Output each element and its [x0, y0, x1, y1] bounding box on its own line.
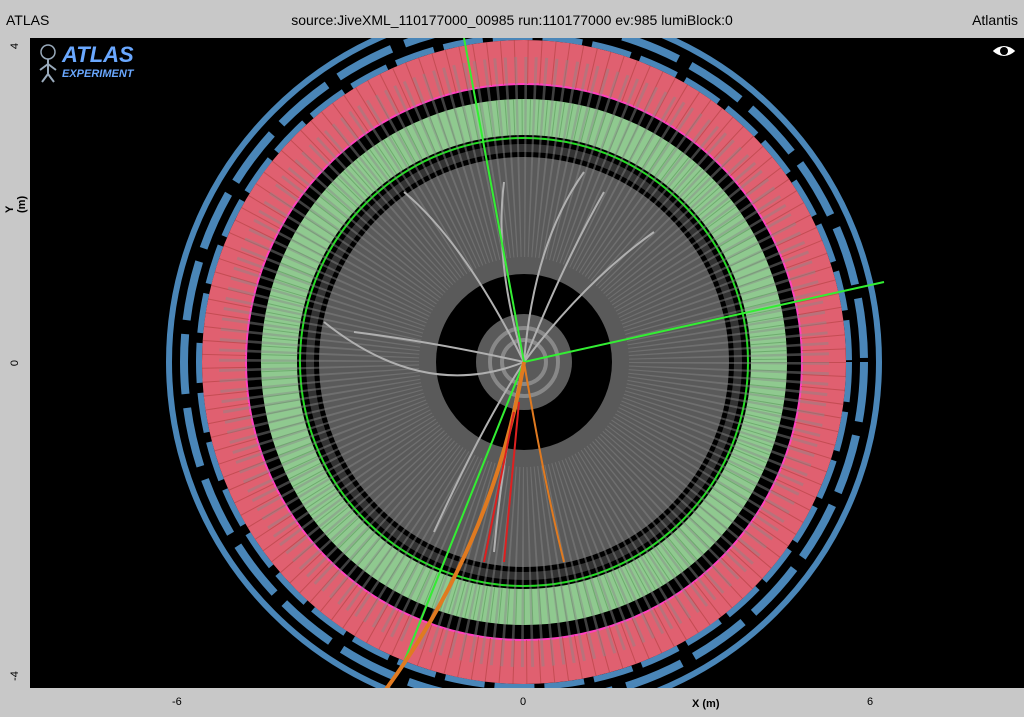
track — [523, 171, 585, 363]
event-info: source:JiveXML_110177000_00985 run:11017… — [291, 12, 733, 28]
solenoid — [306, 144, 742, 580]
program-name: Atlantis — [972, 12, 1018, 28]
muon-outer-ring — [166, 38, 882, 688]
x-tick-zero: 0 — [520, 696, 527, 708]
x-axis: -6 0 X (m) 6 — [30, 688, 1024, 717]
y-tick-top: 4 — [9, 42, 22, 50]
y-tick-zero: 0 — [9, 359, 22, 367]
track-green — [523, 281, 885, 363]
track — [353, 331, 525, 363]
x-tick-right: 6 — [867, 696, 874, 708]
muon-inner-ring — [196, 38, 852, 688]
pixel-layer-2 — [500, 338, 548, 386]
track-green — [463, 38, 525, 363]
muon-middle-ring — [180, 38, 868, 688]
eye-icon[interactable] — [990, 42, 1018, 60]
logo-text-atlas: ATLAS — [62, 42, 134, 67]
detector-svg — [166, 38, 885, 688]
atlas-logo: ATLAS EXPERIMENT — [36, 42, 136, 90]
track — [500, 181, 525, 363]
track-red — [503, 401, 520, 563]
y-tick-bottom: -4 — [8, 671, 21, 681]
y-axis: 4 0 -4 Y (m) — [0, 38, 30, 688]
app-name: ATLAS — [6, 12, 50, 28]
hcal-cells — [202, 40, 846, 684]
x-axis-label: X (m) — [692, 698, 720, 710]
pixel-layer-1 — [488, 326, 560, 398]
track — [323, 321, 525, 377]
tracks-colored — [384, 38, 885, 688]
logo-text-experiment: EXPERIMENT — [62, 68, 134, 80]
track — [523, 191, 605, 363]
track-orange — [384, 361, 526, 688]
track — [403, 191, 525, 363]
trt-hits — [219, 57, 829, 667]
ecal-cells — [261, 99, 787, 625]
atlas-figure-icon — [39, 44, 57, 83]
track-green — [403, 361, 525, 663]
x-tick-left: -6 — [172, 696, 182, 708]
title-bar: ATLAS source:JiveXML_110177000_00985 run… — [0, 0, 1024, 38]
track-orange — [523, 361, 565, 563]
ecal-inner-edge — [299, 137, 749, 587]
event-display[interactable]: ATLAS EXPERIMENT — [30, 38, 1024, 688]
track — [523, 231, 655, 363]
track — [433, 361, 525, 533]
y-axis-label: Y (m) — [4, 195, 28, 213]
track-red — [483, 411, 515, 563]
